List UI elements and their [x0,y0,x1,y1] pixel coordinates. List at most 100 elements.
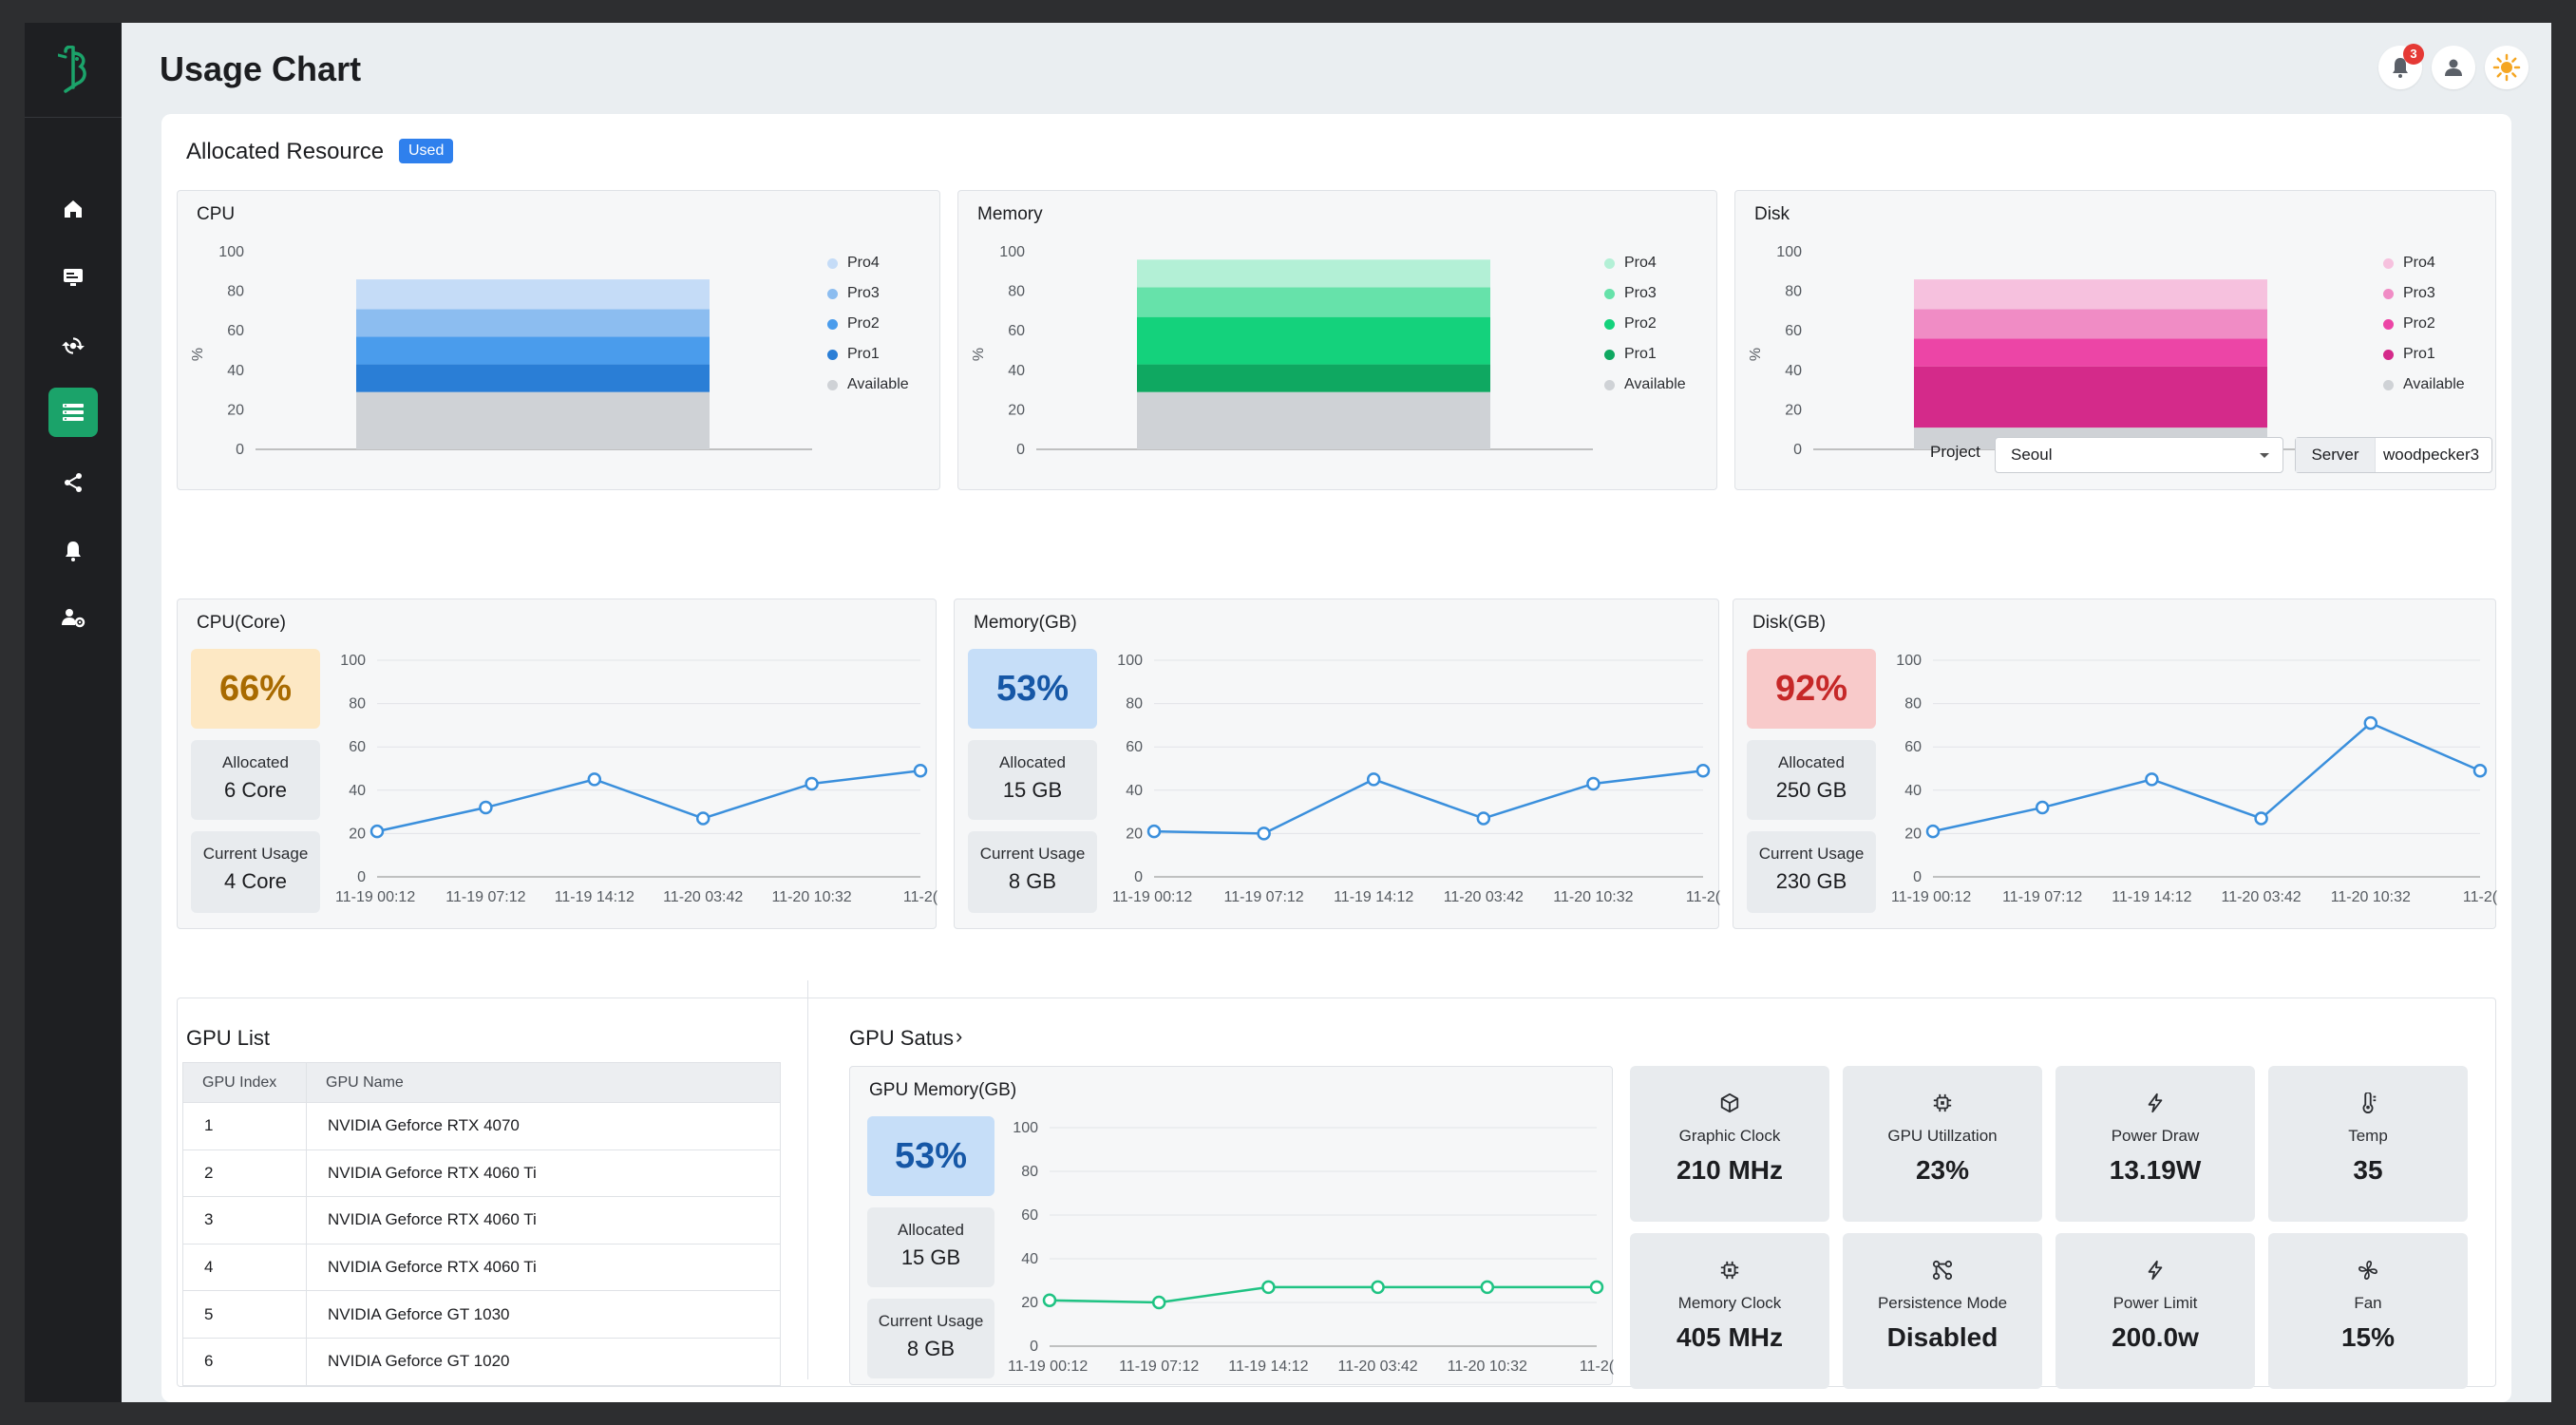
legend-item[interactable]: Pro2 [827,309,909,339]
gpu-status-title[interactable]: GPU Satus [849,1026,955,1050]
data-point[interactable] [2035,800,2050,815]
legend-label: Pro2 [847,315,880,332]
legend-item[interactable]: Available [1604,370,1686,400]
legend-item[interactable]: Pro1 [1604,339,1686,370]
gpu-index: 2 [182,1150,307,1198]
legend-item[interactable]: Pro3 [2383,278,2465,309]
table-row[interactable]: 1 NVIDIA Geforce RTX 4070 [182,1102,781,1150]
data-point[interactable] [1695,764,1711,778]
data-point[interactable] [2363,715,2378,731]
metric-label: Persistence Mode [1877,1294,2008,1312]
gpu-current-stat: Current Usage 8 GB [867,1299,994,1378]
data-point[interactable] [2254,811,2268,826]
data-point[interactable] [1476,811,1491,826]
chevron-right-icon[interactable]: › [956,1024,963,1048]
data-point[interactable] [1257,826,1271,841]
y-axis-label: % [190,348,206,361]
table-row[interactable]: 2 NVIDIA Geforce RTX 4060 Ti [182,1150,781,1198]
data-point[interactable] [1366,772,1381,787]
legend-swatch [827,288,838,299]
nav-list[interactable] [48,388,98,437]
legend-label: Pro2 [2403,315,2435,332]
data-point[interactable] [1146,824,1162,839]
legend-item[interactable]: Pro4 [1604,248,1686,278]
data-point[interactable] [1925,824,1941,839]
nav-home[interactable] [48,184,98,234]
nav-user-settings[interactable] [48,593,98,642]
table-row[interactable]: 5 NVIDIA Geforce GT 1030 [182,1290,781,1339]
current-usage-value: 8 GB [906,1337,956,1360]
data-point[interactable] [1586,776,1601,791]
legend-item[interactable]: Pro4 [827,248,909,278]
legend-item[interactable]: Pro3 [827,278,909,309]
y-tick-label: 100 [1896,653,1922,669]
y-tick-label: 100 [340,653,366,669]
data-point[interactable] [913,764,928,778]
nav-alerts[interactable] [48,526,98,576]
table-row[interactable]: 6 NVIDIA Geforce GT 1020 [182,1338,781,1386]
data-point[interactable] [1042,1293,1057,1307]
data-point[interactable] [805,776,819,791]
server-field[interactable]: Server woodpecker3 [2295,437,2492,473]
panel-title: CPU [197,204,236,224]
legend-item[interactable]: Available [2383,370,2465,400]
theme-toggle-button[interactable] [2485,46,2529,89]
allocated-value: 250 GB [1775,778,1847,802]
data-point[interactable] [2472,764,2488,778]
table-row[interactable]: 3 NVIDIA Geforce RTX 4060 Ti [182,1196,781,1244]
legend-swatch [827,257,838,269]
legend-item[interactable]: Pro3 [1604,278,1686,309]
profile-button[interactable] [2432,46,2475,89]
y-tick-label: 20 [349,826,366,842]
y-tick-label: 40 [1785,363,1802,379]
x-tick-label: 11-2( [903,889,938,905]
y-tick-label: 80 [1008,284,1025,300]
data-point[interactable] [1371,1280,1385,1295]
list-icon [63,404,84,421]
legend-item[interactable]: Available [827,370,909,400]
project-select[interactable]: Seoul [1995,437,2283,473]
data-point[interactable] [1480,1280,1495,1295]
nav-monitor[interactable] [48,253,98,302]
legend-swatch [827,379,838,390]
legend-swatch [827,349,838,360]
nav-sync[interactable] [48,321,98,370]
table-row[interactable]: 4 NVIDIA Geforce RTX 4060 Ti [182,1244,781,1292]
nav-share[interactable] [48,458,98,507]
gpu-list-title: GPU List [186,1026,271,1050]
x-tick-label: 11-19 07:12 [1119,1358,1199,1375]
server-value: woodpecker3 [2383,446,2480,464]
y-tick-label: 100 [999,244,1025,260]
gpu-memory-panel: GPU Memory(GB) 53% Allocated 15 GB Curre… [849,1066,1614,1385]
current-usage-value: 230 GB [1775,869,1847,893]
disk-current-stat: Current Usage 230 GB [1747,831,1876,913]
y-tick-label: 60 [227,323,244,339]
legend-label: Pro4 [2403,255,2435,271]
data-point[interactable] [1589,1280,1604,1295]
data-point[interactable] [587,772,602,787]
data-point[interactable] [369,824,385,839]
disk-usage-panel: Disk(GB) 92% Allocated 250 GB Current Us… [1733,598,2497,929]
gpu-metric-card: Fan 15% [2268,1233,2468,1389]
usage-card: Allocated Resource Used CPU 100 80 60 40 20 0… [161,114,2511,1402]
bar-segment-available [1137,391,1490,449]
metric-label: Memory Clock [1677,1294,1782,1312]
legend-item[interactable]: Pro2 [2383,309,2465,339]
data-point[interactable] [695,811,710,826]
legend-label: Pro3 [1624,285,1657,301]
legend-item[interactable]: Pro2 [1604,309,1686,339]
data-point[interactable] [1151,1295,1166,1310]
data-point[interactable] [1261,1280,1276,1295]
gpu-name: NVIDIA Geforce RTX 4060 Ti [306,1196,781,1244]
legend-label: Pro3 [847,285,880,301]
legend-item[interactable]: Pro1 [827,339,909,370]
legend-item[interactable]: Pro1 [2383,339,2465,370]
legend-label: Pro1 [1624,346,1657,362]
legend-swatch [1604,318,1615,330]
legend-item[interactable]: Pro4 [2383,248,2465,278]
y-tick-label: 20 [1126,826,1143,842]
data-point[interactable] [2145,772,2159,787]
x-tick-label: 11-2( [1686,889,1720,905]
data-point[interactable] [479,800,493,815]
